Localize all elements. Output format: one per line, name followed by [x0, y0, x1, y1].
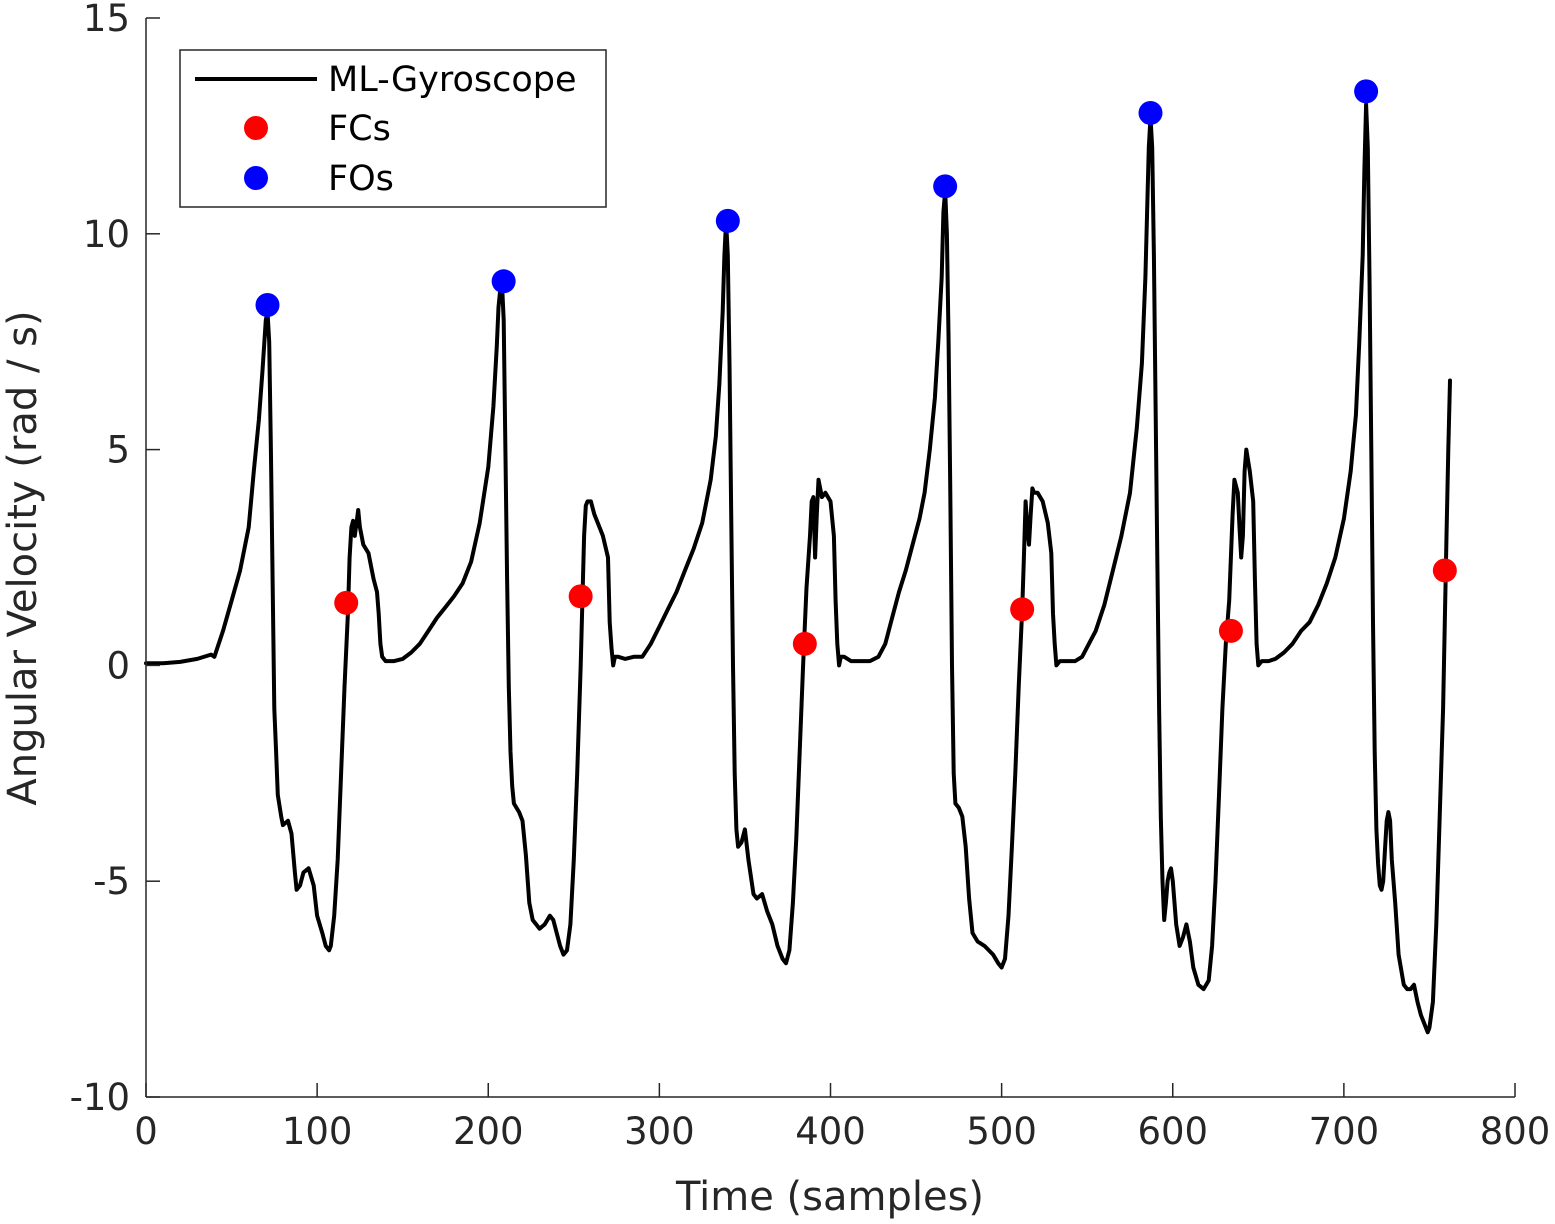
- point-fos: [1138, 100, 1163, 125]
- plot-area: [144, 79, 1457, 1035]
- legend-label: FCs: [328, 109, 391, 149]
- point-fcs: [334, 590, 359, 615]
- y-tick-label: -10: [70, 1076, 130, 1119]
- y-tick-label: 10: [83, 213, 130, 256]
- y-axis-label: Angular Velocity (rad / s): [0, 310, 46, 805]
- legend-swatch-fcs: [244, 116, 268, 140]
- series-line-ml-gyroscope: [144, 102, 1452, 1035]
- x-tick-label: 0: [134, 1110, 158, 1153]
- point-fcs: [792, 631, 817, 656]
- point-fos: [255, 293, 280, 318]
- y-tick-label: 0: [106, 644, 130, 687]
- y-tick-label: 5: [106, 429, 130, 472]
- point-fcs: [1218, 618, 1243, 643]
- y-tick-label: -5: [93, 860, 130, 903]
- x-tick-label: 200: [453, 1110, 524, 1153]
- x-tick-label: 300: [624, 1110, 695, 1153]
- x-tick-label: 800: [1480, 1110, 1551, 1153]
- point-fos: [491, 269, 516, 294]
- legend-label: ML-Gyroscope: [328, 60, 577, 100]
- legend: ML-Gyroscope FCs FOs: [179, 49, 607, 208]
- legend-label: FOs: [328, 159, 394, 199]
- x-tick-label: 600: [1137, 1110, 1208, 1153]
- axes: 0 100 200 300 400 500 600 700 800 -10 -5 0 5 10 15: [70, 0, 1551, 1153]
- x-tick-label: 100: [282, 1110, 353, 1153]
- x-tick-label: 500: [966, 1110, 1037, 1153]
- point-fcs: [1432, 558, 1457, 583]
- legend-swatch-fos: [244, 166, 268, 190]
- x-axis-label: Time (samples): [675, 1174, 984, 1220]
- x-tick-label: 400: [795, 1110, 866, 1153]
- point-fcs: [1010, 597, 1035, 622]
- point-fos: [1354, 79, 1379, 104]
- point-fos: [933, 174, 958, 199]
- y-tick-label: 15: [83, 0, 130, 40]
- point-fcs: [568, 584, 593, 609]
- point-fos: [715, 208, 740, 233]
- x-tick-label: 700: [1309, 1110, 1380, 1153]
